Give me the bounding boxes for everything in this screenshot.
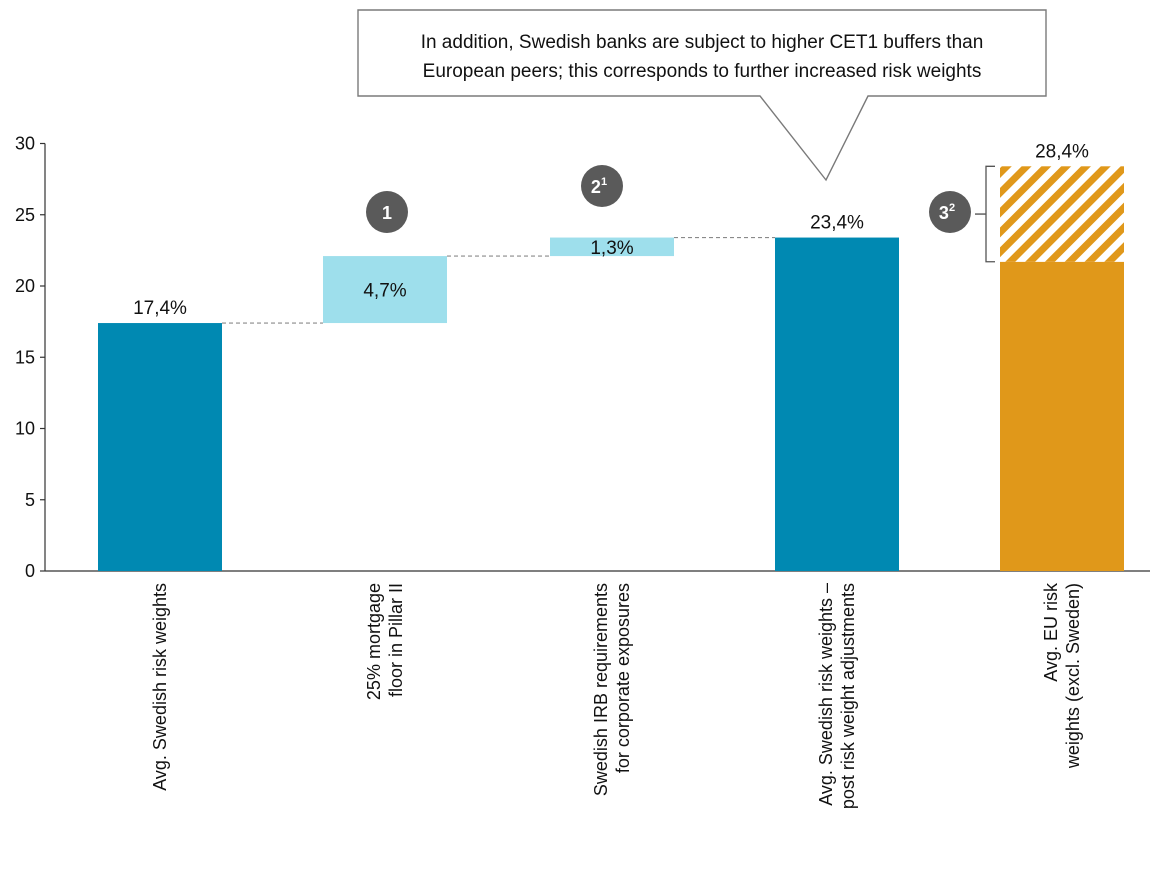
bar-total	[775, 237, 899, 572]
y-axis: 0 5 10 15 20 25 30	[15, 134, 1150, 581]
value-label: 28,4%	[1035, 141, 1089, 162]
callout-line-2: European peers; this corresponds to furt…	[423, 61, 982, 82]
badge-number: 1	[382, 203, 392, 223]
y-tick-label: 15	[15, 347, 35, 367]
bracket	[975, 165, 995, 263]
y-tick-label: 0	[25, 561, 35, 581]
connector-lines	[222, 236, 775, 324]
callout-box: In addition, Swedish banks are subject t…	[357, 9, 1047, 182]
category-label: post risk weight adjustments	[838, 583, 858, 809]
category-label: floor in Pillar II	[386, 583, 406, 697]
bar-solid	[1000, 261, 1124, 571]
category-label: Avg. EU risk	[1041, 582, 1061, 682]
badge-superscript: 2	[949, 202, 955, 214]
y-tick-label: 25	[15, 205, 35, 225]
bar-increment	[550, 237, 674, 257]
callout-shape	[357, 9, 1047, 182]
badge-circle	[929, 191, 971, 233]
value-label: 17,4%	[133, 298, 187, 319]
y-tick-label: 20	[15, 276, 35, 296]
value-label: 4,7%	[363, 281, 406, 302]
badge-circle	[581, 165, 623, 207]
value-label: 1,3%	[590, 238, 633, 259]
step-badge: 1	[366, 191, 408, 233]
category-label: Swedish IRB requirements	[591, 583, 611, 796]
bar-total	[98, 323, 222, 571]
category-label: 25% mortgage	[364, 583, 384, 700]
value-labels: 17,4% 4,7% 1,3% 23,4% 28,4%	[133, 141, 1089, 319]
category-labels: Avg. Swedish risk weights 25% mortgage flo…	[150, 582, 1083, 809]
callout-line-1: In addition, Swedish banks are subject t…	[421, 32, 984, 53]
category-label: for corporate exposures	[613, 583, 633, 773]
bars	[98, 166, 1124, 572]
bar-increment	[323, 256, 447, 324]
value-label: 23,4%	[810, 213, 864, 234]
y-tick-label: 10	[15, 419, 35, 439]
y-tick-label: 5	[25, 490, 35, 510]
badge-circle	[366, 191, 408, 233]
category-label: weights (excl. Sweden)	[1063, 583, 1083, 769]
bar-hatched-segment	[1000, 166, 1124, 262]
category-label: Avg. Swedish risk weights –	[816, 583, 836, 806]
badge-superscript: 1	[601, 176, 607, 188]
step-badge: 21	[581, 165, 623, 207]
y-tick-label: 30	[15, 134, 35, 154]
step-badge: 32	[929, 191, 971, 233]
category-label: Avg. Swedish risk weights	[150, 583, 170, 791]
